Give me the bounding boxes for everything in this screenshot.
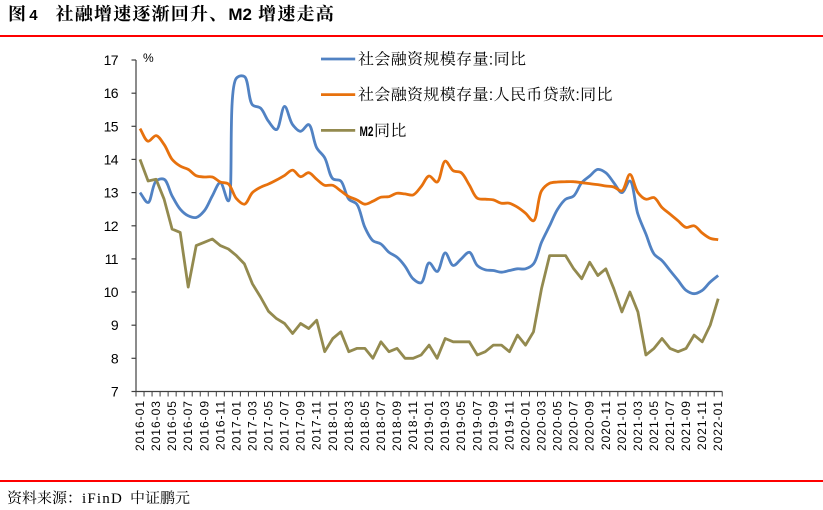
svg-text:2020-03: 2020-03 (535, 400, 549, 451)
svg-text:2019-01: 2019-01 (422, 400, 436, 451)
svg-text:社会融资规模存量:同比: 社会融资规模存量:同比 (358, 47, 526, 70)
svg-text:2022-01: 2022-01 (711, 400, 725, 451)
svg-text:2018-07: 2018-07 (374, 400, 388, 451)
svg-text:2021-03: 2021-03 (631, 400, 645, 451)
svg-text:2018-11: 2018-11 (406, 400, 420, 450)
svg-text:2016-03: 2016-03 (149, 400, 163, 451)
svg-text:15: 15 (104, 118, 119, 134)
svg-text:2016-01: 2016-01 (133, 400, 147, 451)
svg-text:2018-09: 2018-09 (390, 400, 404, 451)
svg-text:2017-11: 2017-11 (310, 400, 324, 450)
svg-text:2020-05: 2020-05 (551, 400, 565, 451)
svg-text:2019-09: 2019-09 (486, 400, 500, 451)
svg-text:8: 8 (111, 350, 119, 366)
svg-text:2016-09: 2016-09 (197, 400, 211, 451)
svg-text:2018-05: 2018-05 (358, 400, 372, 451)
svg-text:社会融资规模存量:人民币贷款:同比: 社会融资规模存量:人民币贷款:同比 (358, 82, 613, 105)
svg-text:14: 14 (104, 151, 119, 167)
svg-text:2019-03: 2019-03 (438, 400, 452, 451)
svg-text:2021-07: 2021-07 (663, 400, 677, 451)
svg-text:2019-11: 2019-11 (502, 400, 516, 450)
svg-text:2016-11: 2016-11 (213, 400, 227, 450)
svg-text:2016-07: 2016-07 (181, 400, 195, 451)
svg-text:2019-05: 2019-05 (454, 400, 468, 451)
svg-text:9: 9 (111, 317, 119, 333)
svg-text:2020-09: 2020-09 (583, 400, 597, 451)
svg-text:2021-11: 2021-11 (695, 400, 709, 450)
svg-text:2018-03: 2018-03 (342, 400, 356, 451)
svg-text:7: 7 (111, 384, 119, 400)
svg-text:2020-01: 2020-01 (519, 400, 533, 451)
svg-text:M2: M2 (360, 123, 374, 139)
svg-text:12: 12 (104, 218, 119, 234)
svg-text:2017-07: 2017-07 (278, 400, 292, 451)
svg-text:2018-01: 2018-01 (326, 400, 340, 451)
svg-text:2021-05: 2021-05 (647, 400, 661, 451)
svg-text:2020-11: 2020-11 (599, 400, 613, 450)
svg-text:2017-03: 2017-03 (245, 400, 259, 451)
svg-text:10: 10 (104, 284, 119, 300)
svg-text:2016-05: 2016-05 (165, 400, 179, 451)
svg-text:11: 11 (105, 251, 119, 267)
svg-text:2017-01: 2017-01 (229, 400, 243, 451)
svg-text:2020-07: 2020-07 (567, 400, 581, 451)
svg-text:2017-05: 2017-05 (262, 400, 276, 451)
svg-text:13: 13 (104, 185, 119, 201)
svg-text:2019-07: 2019-07 (470, 400, 484, 451)
svg-text:%: % (143, 51, 154, 65)
svg-text:17: 17 (104, 52, 119, 68)
svg-text:同比: 同比 (374, 118, 407, 141)
svg-text:2017-09: 2017-09 (294, 400, 308, 451)
svg-text:2021-01: 2021-01 (615, 400, 629, 451)
svg-text:2021-09: 2021-09 (679, 400, 693, 451)
svg-text:16: 16 (104, 85, 119, 101)
